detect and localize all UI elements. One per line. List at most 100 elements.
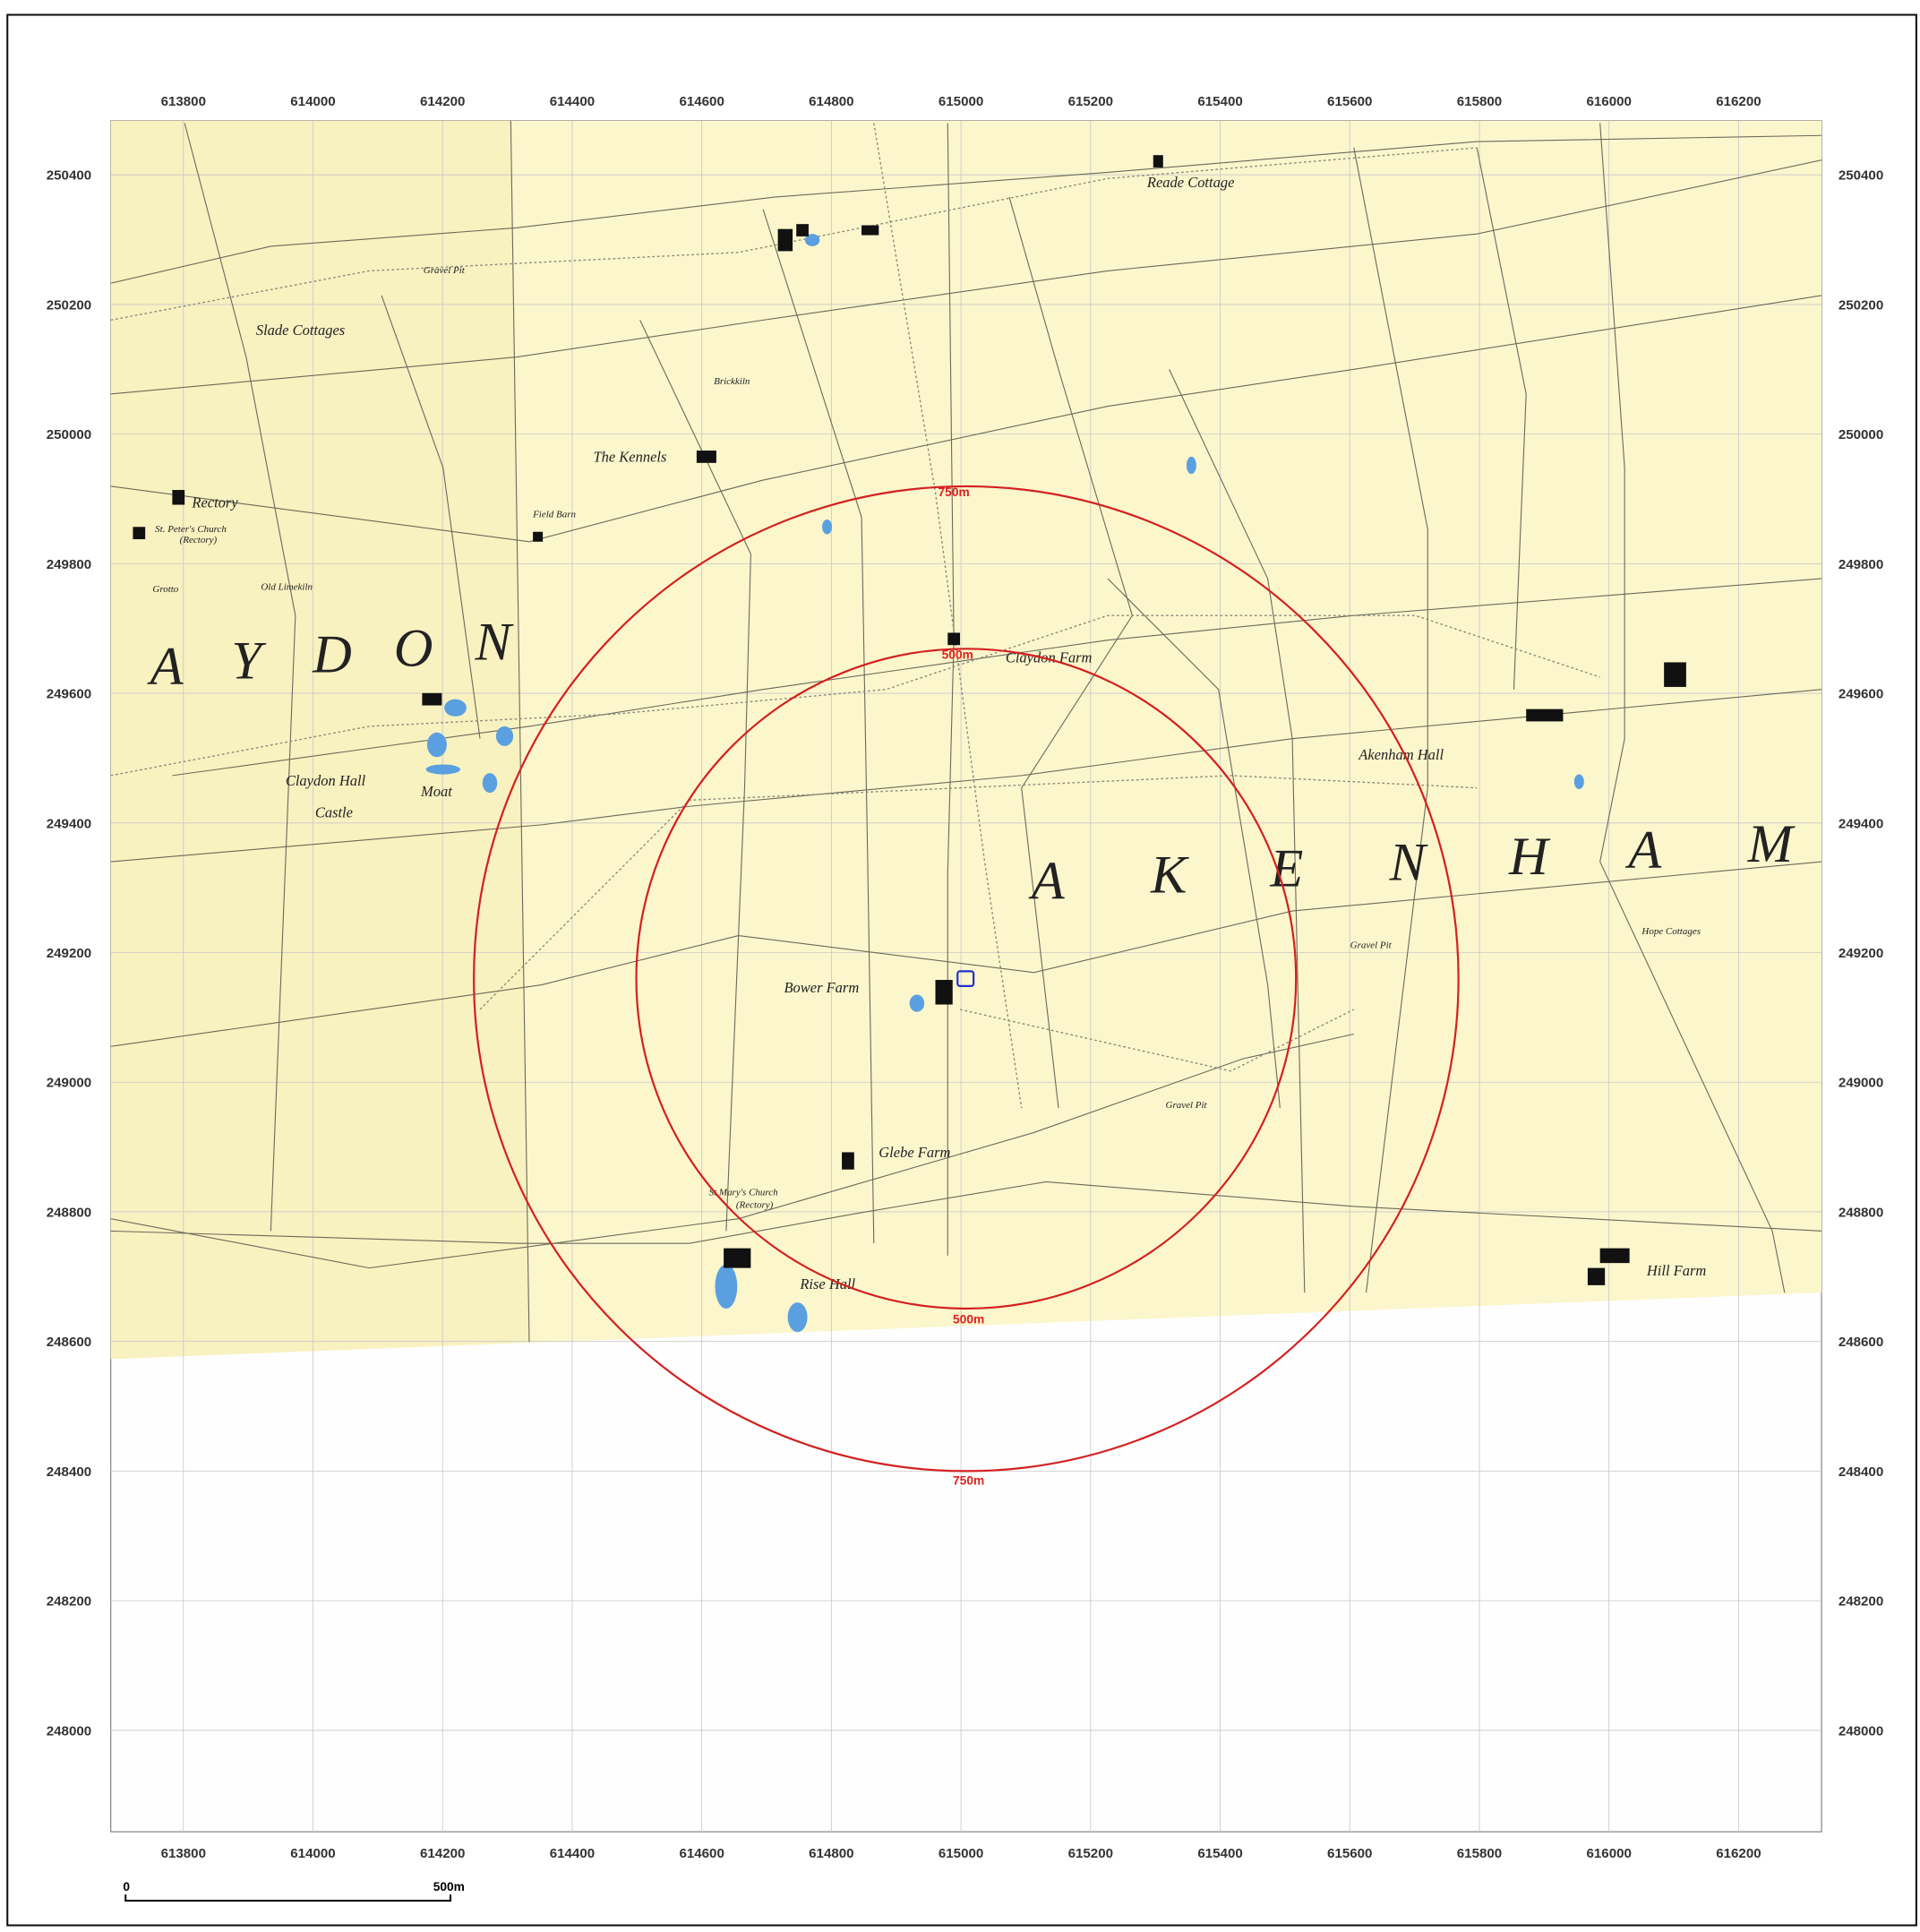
place-label: Gravel Pit (1166, 1100, 1208, 1111)
place-label: Reade Cottage (1146, 174, 1235, 191)
northing-label: 248000 (47, 1723, 91, 1739)
place-label: Gravel Pit (424, 265, 466, 276)
easting-label: 614600 (679, 94, 724, 109)
northing-label: 249600 (47, 687, 91, 702)
northing-label: 250200 (1839, 297, 1883, 313)
easting-label: 615000 (939, 1846, 983, 1861)
northing-label: 248000 (1839, 1723, 1883, 1739)
site-boundary (956, 970, 975, 988)
easting-label: 614400 (550, 94, 595, 109)
sheet-border (6, 13, 1917, 1927)
northing-label: 250000 (1839, 427, 1883, 442)
buffer-500m (635, 648, 1298, 1310)
easting-label: 614800 (809, 94, 853, 109)
place-label: (Rectory) (736, 1199, 774, 1210)
northing-label: 248200 (47, 1594, 91, 1610)
parish-letter: D (312, 624, 352, 684)
easting-label: 614200 (420, 1846, 465, 1861)
easting-label: 615800 (1457, 94, 1502, 109)
place-label: Grotto (152, 584, 178, 595)
easting-label: 616000 (1586, 1846, 1631, 1861)
place-label: Hope Cottages (1641, 926, 1701, 937)
northing-label: 250000 (47, 427, 91, 442)
easting-label: 614000 (290, 1846, 335, 1861)
place-label: St Mary's Church (709, 1188, 779, 1198)
historic-map (110, 120, 1822, 1360)
northing-label: 248800 (47, 1205, 91, 1220)
place-label: Akenham Hall (1358, 746, 1444, 763)
easting-label: 614600 (679, 1846, 724, 1861)
parish-letter: N (1389, 833, 1429, 893)
easting-label: 613800 (161, 1846, 206, 1861)
place-label: Brickkiln (714, 376, 750, 387)
easting-label: 615000 (939, 94, 983, 109)
northing-label: 249400 (47, 816, 91, 831)
easting-label: 615400 (1197, 1846, 1242, 1861)
grid: 613800 613800 614000 614000 614200 614200 6144… (47, 94, 1883, 1861)
northing-label: 248800 (1839, 1205, 1883, 1220)
parish-letter: E (1269, 839, 1303, 899)
parish-letter: O (394, 619, 433, 679)
northing-label: 249000 (1839, 1076, 1883, 1091)
parish-letter: A (1028, 851, 1066, 911)
northing-label: 248600 (1839, 1335, 1883, 1350)
easting-label: 615800 (1457, 1846, 1502, 1861)
northing-label: 249200 (1839, 946, 1883, 961)
buffer-label: 750m (953, 1474, 984, 1488)
place-label: Old Limekiln (261, 581, 313, 592)
buffer-750m (473, 485, 1460, 1473)
scale-end: 500m (433, 1880, 465, 1893)
northing-label: 250400 (47, 168, 91, 184)
northing-label: 248400 (47, 1464, 91, 1480)
northing-label: 250200 (47, 297, 91, 313)
place-label: Slade Cottages (256, 322, 345, 339)
easting-label: 613800 (161, 94, 206, 109)
northing-label: 249800 (47, 557, 91, 572)
water (425, 234, 1584, 1333)
easting-label: 614200 (420, 94, 465, 109)
parish-letter: A (147, 637, 184, 697)
buffer-label: 500m (942, 648, 973, 661)
easting-label: 615200 (1068, 1846, 1113, 1861)
northing-label: 249600 (1839, 687, 1883, 702)
buildings (133, 155, 1686, 1285)
easting-label: 614800 (809, 1846, 853, 1861)
northing-label: 248400 (1839, 1464, 1883, 1480)
parish-names: A Y D O NA K E N H A M (147, 613, 1796, 912)
place-label: Gravel Pit (1350, 940, 1393, 950)
easting-label: 616200 (1716, 94, 1761, 109)
place-label: Claydon Hall (286, 772, 366, 789)
parish-letter: K (1150, 845, 1189, 905)
easting-label: 615600 (1327, 1846, 1372, 1861)
place-label: The Kennels (593, 448, 666, 465)
easting-label: 615400 (1197, 94, 1242, 109)
northing-label: 248200 (1839, 1594, 1883, 1610)
place-label: Claydon Farm (1006, 648, 1093, 665)
buffer-label: 750m (939, 485, 970, 499)
parish-letter: Y (231, 631, 266, 691)
field-boundaries (110, 120, 1822, 1343)
place-label: Rise Hall (799, 1275, 855, 1292)
northing-label: 249000 (47, 1076, 91, 1091)
parish-letter: A (1624, 820, 1662, 880)
buffer-label: 500m (953, 1312, 984, 1326)
easting-label: 614400 (550, 1846, 595, 1861)
northing-label: 250400 (1839, 168, 1883, 184)
place-names: Reade Cottage Slade Cottages Gravel Pit … (152, 174, 1706, 1292)
place-label: Glebe Farm (879, 1144, 950, 1161)
place-label: Hill Farm (1646, 1262, 1706, 1279)
place-label: Rectory (191, 494, 238, 511)
place-label: (Rectory) (180, 535, 218, 545)
northing-label: 249200 (47, 946, 91, 961)
historic-map-sheet-west (110, 120, 529, 1360)
northing-label: 249400 (1839, 816, 1883, 831)
place-label: Field Barn (532, 509, 576, 519)
easting-label: 615200 (1068, 94, 1113, 109)
easting-label: 616200 (1716, 1846, 1761, 1861)
place-label: Moat (420, 783, 452, 800)
easting-label: 614000 (290, 94, 335, 109)
northing-label: 248600 (47, 1335, 91, 1350)
parish-letter: M (1747, 814, 1796, 874)
